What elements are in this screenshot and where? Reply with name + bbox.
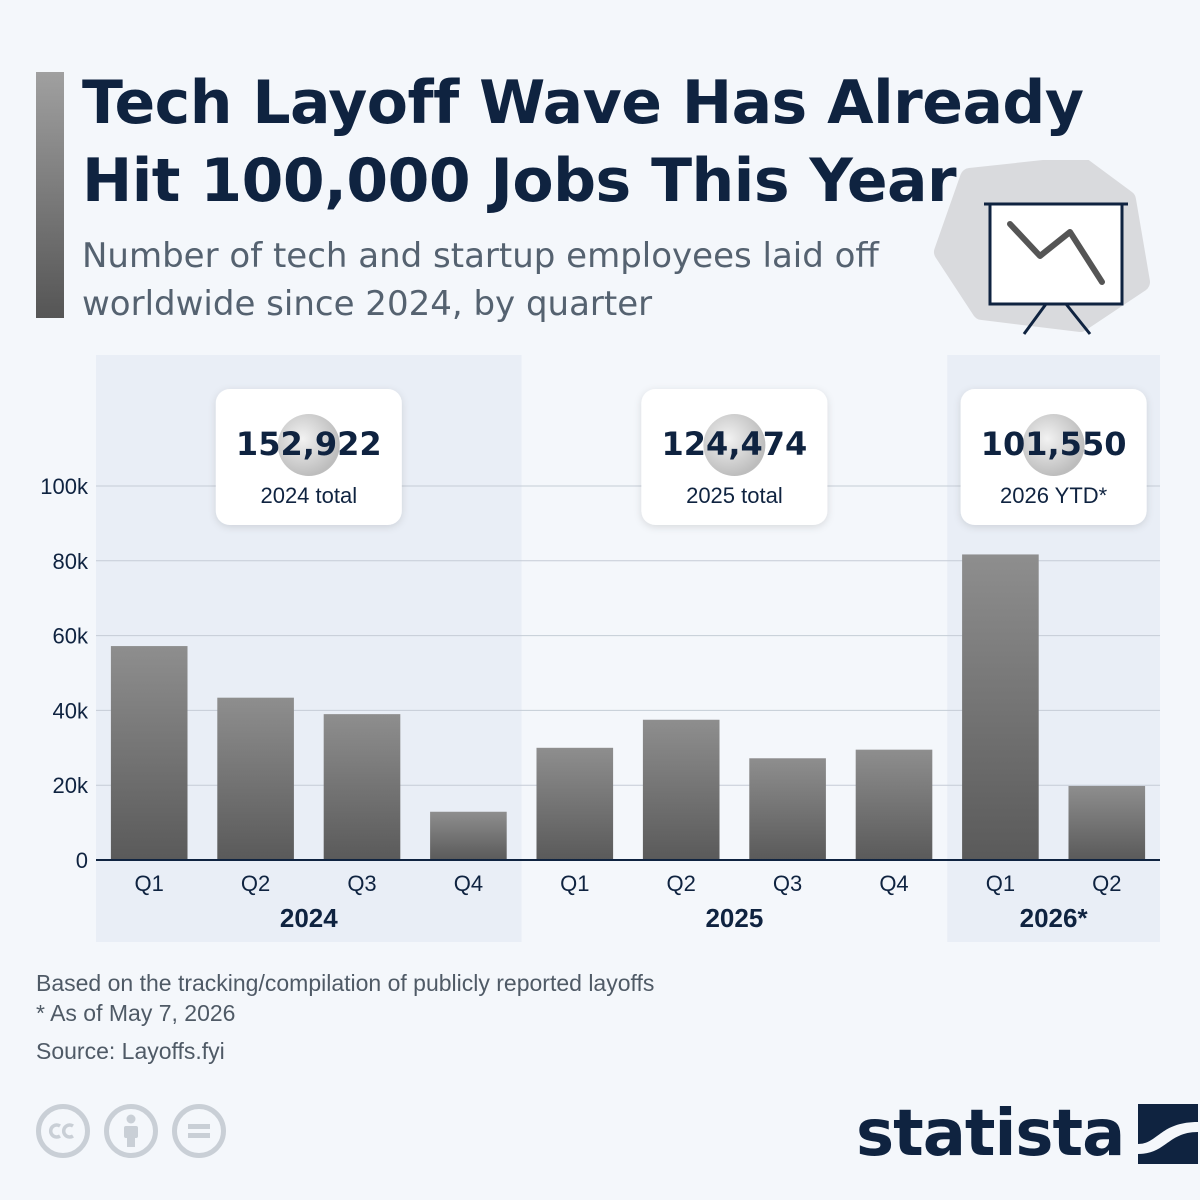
x-tick-label: Q3 bbox=[347, 871, 376, 896]
bar bbox=[749, 758, 826, 860]
bar bbox=[642, 719, 720, 860]
presentation-chart-icon bbox=[934, 160, 1150, 335]
footnote-asof: * As of May 7, 2026 bbox=[36, 1000, 236, 1026]
total-value: 101,550 bbox=[981, 425, 1127, 463]
attribution-icon[interactable] bbox=[104, 1104, 158, 1158]
total-label: 2026 YTD* bbox=[1000, 483, 1108, 508]
x-tick-label: Q2 bbox=[1092, 871, 1121, 896]
total-label: 2025 total bbox=[686, 483, 783, 508]
bar bbox=[855, 749, 933, 860]
y-tick-label: 20k bbox=[53, 773, 89, 798]
bar bbox=[110, 646, 188, 860]
bar bbox=[962, 554, 1039, 860]
group-label: 2026* bbox=[1020, 903, 1089, 933]
x-tick-label: Q1 bbox=[135, 871, 164, 896]
license-icons bbox=[36, 1104, 226, 1158]
y-tick-label: 0 bbox=[76, 848, 88, 873]
bar bbox=[1068, 785, 1146, 860]
bar bbox=[430, 811, 507, 860]
page-title: Tech Layoff Wave Has Already Hit 100,000… bbox=[82, 68, 1084, 216]
total-value: 124,474 bbox=[662, 425, 808, 463]
x-tick-label: Q4 bbox=[879, 871, 908, 896]
x-tick-label: Q1 bbox=[986, 871, 1015, 896]
page-subtitle: Number of tech and startup employees lai… bbox=[82, 236, 879, 324]
x-tick-label: Q4 bbox=[454, 871, 483, 896]
x-tick-label: Q3 bbox=[773, 871, 802, 896]
total-value: 152,922 bbox=[236, 425, 382, 463]
y-tick-label: 80k bbox=[53, 549, 89, 574]
y-tick-label: 100k bbox=[40, 474, 89, 499]
statista-logo[interactable]: statista bbox=[856, 1094, 1199, 1174]
footnote-method: Based on the tracking/compilation of pub… bbox=[36, 970, 655, 996]
total-card-2: 101,550 2026 YTD* bbox=[960, 389, 1147, 525]
statista-logo-text: statista bbox=[856, 1097, 1125, 1171]
card-ornament bbox=[277, 414, 340, 476]
title-accent-bar bbox=[36, 72, 64, 318]
group-label: 2024 bbox=[280, 903, 338, 933]
total-card-0: 152,922 2024 total bbox=[215, 389, 402, 525]
y-tick-label: 40k bbox=[53, 698, 89, 723]
total-card-1: 124,474 2025 total bbox=[641, 389, 828, 525]
x-tick-label: Q2 bbox=[241, 871, 270, 896]
footnotes: Based on the tracking/compilation of pub… bbox=[36, 968, 654, 1066]
total-label: 2024 total bbox=[260, 483, 357, 508]
bar bbox=[323, 714, 401, 860]
group-label: 2025 bbox=[705, 903, 763, 933]
no-derivatives-icon[interactable] bbox=[172, 1104, 226, 1158]
bar bbox=[217, 697, 294, 860]
y-tick-label: 60k bbox=[53, 624, 89, 649]
source-link[interactable]: Source: Layoffs.fyi bbox=[36, 1038, 225, 1064]
card-ornament bbox=[1022, 414, 1085, 476]
bar bbox=[536, 747, 614, 860]
card-ornament bbox=[703, 414, 766, 476]
creative-commons-icon[interactable] bbox=[36, 1104, 90, 1158]
x-tick-label: Q2 bbox=[667, 871, 696, 896]
statista-logo-icon bbox=[1138, 1104, 1199, 1164]
x-tick-label: Q1 bbox=[560, 871, 589, 896]
